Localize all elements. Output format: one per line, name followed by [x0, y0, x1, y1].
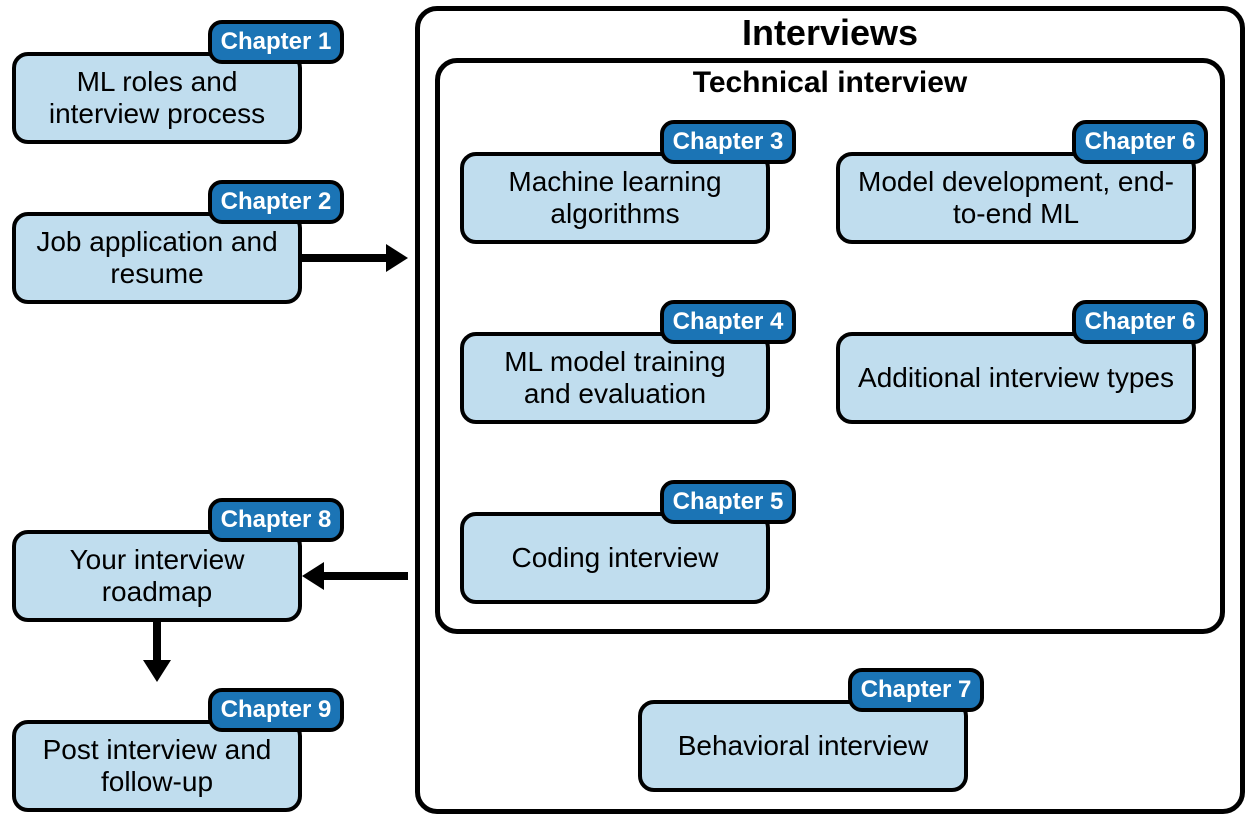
node-ch3: Machine learning algorithms — [460, 152, 770, 244]
node-ch2: Job application and resume — [12, 212, 302, 304]
node-ch6b-label: Additional interview types — [858, 362, 1174, 394]
badge-ch1: Chapter 1 — [208, 20, 344, 64]
node-ch9: Post interview and follow-up — [12, 720, 302, 812]
node-ch4: ML model training and evaluation — [460, 332, 770, 424]
badge-ch4: Chapter 4 — [660, 300, 796, 344]
node-ch8-label: Your interview roadmap — [30, 544, 284, 608]
node-ch2-label: Job application and resume — [30, 226, 284, 290]
node-ch5-label: Coding interview — [512, 542, 719, 574]
node-ch1: ML roles and interview process — [12, 52, 302, 144]
badge-ch6b: Chapter 6 — [1072, 300, 1208, 344]
node-ch4-label: ML model training and evaluation — [478, 346, 752, 410]
badge-ch7: Chapter 7 — [848, 668, 984, 712]
arrow-head-ch8-to-ch9 — [143, 660, 171, 682]
badge-ch9: Chapter 9 — [208, 688, 344, 732]
arrow-head-ch2-to-interviews — [386, 244, 408, 272]
container-interviews-title: Interviews — [415, 12, 1245, 54]
node-ch8: Your interview roadmap — [12, 530, 302, 622]
badge-ch8: Chapter 8 — [208, 498, 344, 542]
node-ch7: Behavioral interview — [638, 700, 968, 792]
node-ch3-label: Machine learning algorithms — [478, 166, 752, 230]
badge-ch6a: Chapter 6 — [1072, 120, 1208, 164]
arrow-head-interviews-to-ch8 — [302, 562, 324, 590]
container-technical-title: Technical interview — [435, 66, 1225, 100]
node-ch6a: Model development, end-to-end ML — [836, 152, 1196, 244]
node-ch6a-label: Model development, end-to-end ML — [854, 166, 1178, 230]
badge-ch3: Chapter 3 — [660, 120, 796, 164]
node-ch9-label: Post interview and follow-up — [30, 734, 284, 798]
node-ch6b: Additional interview types — [836, 332, 1196, 424]
diagram-canvas: Interviews Technical interview ML roles an… — [0, 0, 1255, 821]
node-ch1-label: ML roles and interview process — [30, 66, 284, 130]
badge-ch5: Chapter 5 — [660, 480, 796, 524]
node-ch7-label: Behavioral interview — [678, 730, 929, 762]
node-ch5: Coding interview — [460, 512, 770, 604]
badge-ch2: Chapter 2 — [208, 180, 344, 224]
